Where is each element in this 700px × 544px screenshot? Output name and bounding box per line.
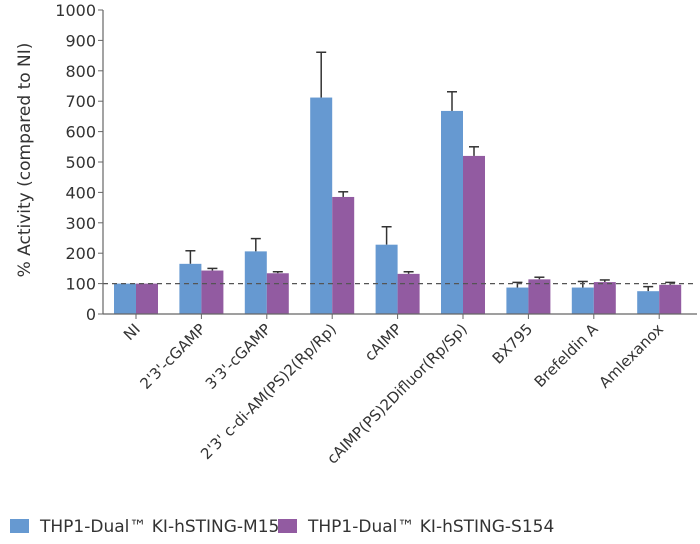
bar-m155 bbox=[506, 287, 529, 314]
y-tick-label: 300 bbox=[65, 214, 96, 233]
bar-s154 bbox=[397, 273, 420, 314]
x-tick-label: NI bbox=[120, 320, 144, 344]
y-tick-label: 800 bbox=[65, 62, 96, 81]
x-tick-label: 2'3' c-di-AM(PS)2(Rp/Rp) bbox=[197, 320, 340, 463]
y-tick-label: 100 bbox=[65, 275, 96, 294]
bar-m155 bbox=[310, 97, 333, 314]
legend-label: THP1-Dual™ KI-hSTING-M155 bbox=[39, 517, 290, 537]
bars-layer bbox=[114, 51, 682, 314]
x-tick-label: cAIMP bbox=[361, 320, 405, 364]
x-tick-label: 3'3'-cGAMP bbox=[202, 320, 275, 393]
bar-s154 bbox=[593, 282, 616, 314]
bar-s154 bbox=[266, 273, 289, 314]
bar-s154 bbox=[659, 284, 682, 314]
legend-swatch bbox=[10, 519, 29, 533]
y-tick-label: 1000 bbox=[55, 1, 96, 20]
legend-label: THP1-Dual™ KI-hSTING-S154 bbox=[307, 517, 554, 537]
y-tick-label: 200 bbox=[65, 244, 96, 263]
y-tick-label: 400 bbox=[65, 183, 96, 202]
bar-m155 bbox=[179, 263, 202, 314]
x-tick-label: BX795 bbox=[489, 320, 537, 368]
bar-m155 bbox=[375, 244, 398, 314]
x-tick-label: 2'3'-cGAMP bbox=[136, 320, 209, 393]
bar-m155 bbox=[441, 110, 463, 314]
bar-m155 bbox=[571, 287, 594, 314]
legend-swatch bbox=[278, 519, 297, 533]
bar-s154 bbox=[463, 155, 485, 314]
x-tick-label: Brefeldin A bbox=[531, 320, 602, 391]
x-tick-label: cAIMP(PS)2Difluor(Rp/Sp) bbox=[323, 320, 470, 467]
bar-m155 bbox=[637, 291, 660, 314]
y-tick-label: 700 bbox=[65, 92, 96, 111]
bar-s154 bbox=[528, 279, 551, 314]
bar-s154 bbox=[136, 283, 158, 314]
y-tick-label: 600 bbox=[65, 123, 96, 142]
y-tick-label: 500 bbox=[65, 153, 96, 172]
y-tick-label: 0 bbox=[86, 305, 96, 324]
y-tick-label: 900 bbox=[65, 31, 96, 50]
bar-m155 bbox=[114, 283, 136, 314]
legend: THP1-Dual™ KI-hSTING-M155 THP1-Dual™ KI-h… bbox=[10, 517, 554, 537]
y-axis-title: % Activity (compared to NI) bbox=[15, 43, 35, 278]
bar-s154 bbox=[332, 196, 355, 314]
bar-m155 bbox=[244, 251, 267, 314]
x-tick-label: Amlexanox bbox=[595, 320, 667, 392]
bar-s154 bbox=[201, 270, 224, 314]
